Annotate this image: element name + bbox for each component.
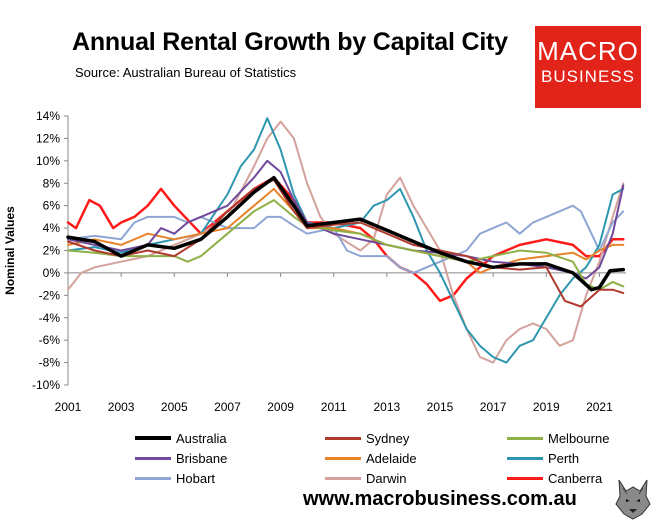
y-axis-title: Nominal Values: [3, 206, 17, 295]
x-tick-label: 2001: [55, 400, 82, 414]
x-tick-label: 2009: [267, 400, 294, 414]
logo-line-2: BUSINESS: [541, 67, 635, 86]
y-tick-label: -2%: [39, 288, 61, 302]
footer-url: www.macrobusiness.com.au: [303, 488, 577, 510]
logo-line-1: MACRO: [537, 36, 639, 66]
x-tick-label: 2015: [427, 400, 454, 414]
y-tick-label: 14%: [36, 109, 60, 123]
y-tick-label: -8%: [39, 356, 61, 370]
y-tick-label: -4%: [39, 311, 61, 325]
chart-subtitle: Source: Australian Bureau of Statistics: [75, 65, 297, 80]
y-tick-label: 4%: [43, 221, 61, 235]
chart-title: Annual Rental Growth by Capital City: [72, 28, 508, 56]
y-tick-label: 12%: [36, 131, 60, 145]
wolf-icon: [609, 474, 657, 522]
y-tick-label: 2%: [43, 244, 61, 258]
x-tick-label: 2003: [108, 400, 135, 414]
y-tick-label: -6%: [39, 333, 61, 347]
y-tick-label: 6%: [43, 199, 61, 213]
x-tick-label: 2019: [533, 400, 560, 414]
series-line-sydney: [67, 178, 625, 308]
x-tick-label: 2017: [480, 400, 507, 414]
x-tick-label: 2005: [161, 400, 188, 414]
x-tick-label: 2011: [321, 400, 347, 414]
x-tick-label: 2021: [586, 400, 613, 414]
y-tick-label: -10%: [32, 378, 60, 392]
series-line-brisbane: [67, 159, 625, 280]
series-line-canberra: [66, 176, 625, 303]
series-line-melbourne: [67, 199, 625, 291]
series-line-hobart: [67, 204, 625, 274]
x-tick-label: 2007: [214, 400, 241, 414]
y-tick-label: 10%: [36, 154, 60, 168]
y-tick-label: 0%: [43, 266, 61, 280]
macrobusiness-logo: MACRO BUSINESS: [535, 26, 641, 108]
series-line-australia: [66, 175, 626, 292]
series-line-perth: [67, 117, 625, 364]
x-tick-label: 2013: [374, 400, 401, 414]
y-tick-label: 8%: [43, 176, 61, 190]
